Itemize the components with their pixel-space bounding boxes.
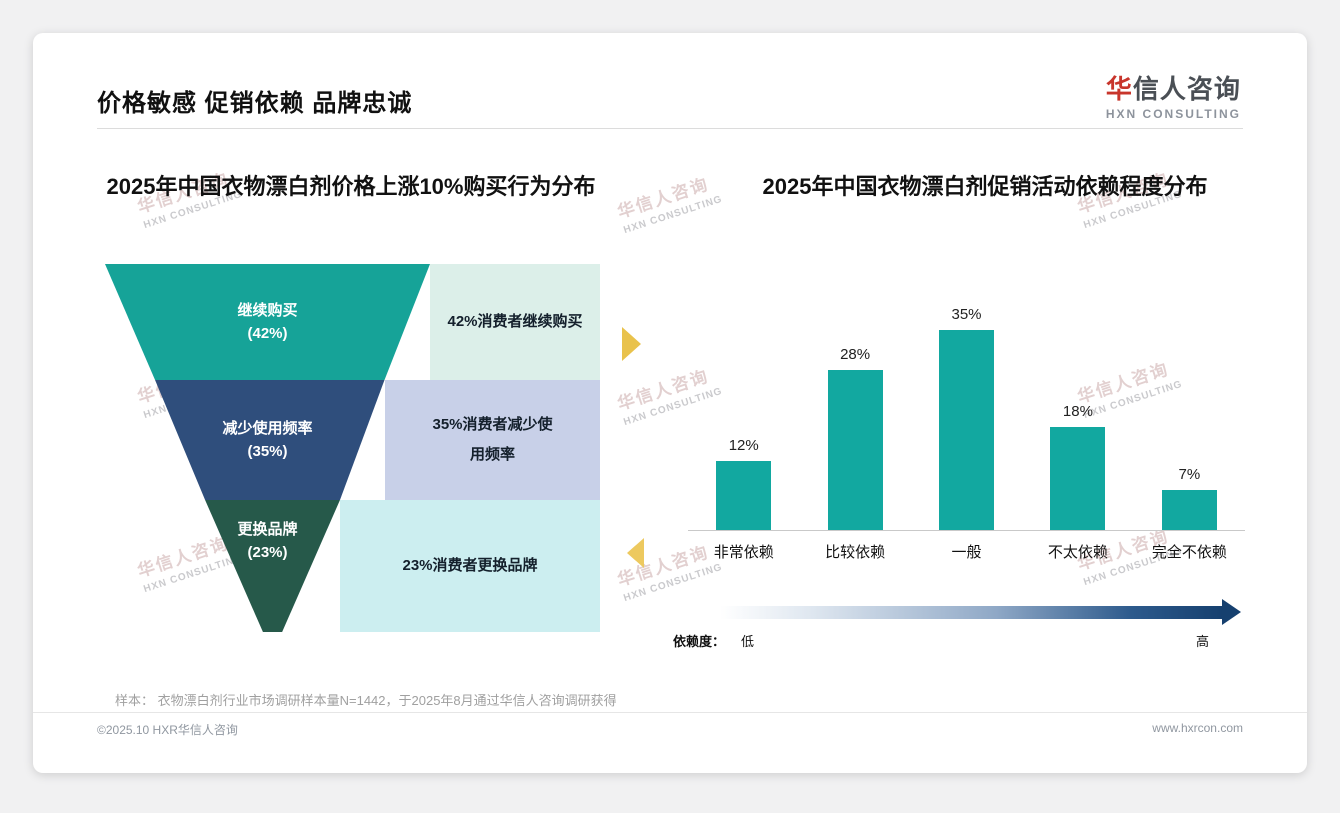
dependency-axis-label: 依赖度： [673,634,726,649]
funnel-stage-pct: (35%) [247,443,288,460]
funnel-annotation-3: 23%消费者更换品牌 [340,500,600,632]
funnel-chart-title: 2025年中国衣物漂白剂价格上涨10%购买行为分布 [106,174,596,199]
dependency-gradient-bar [720,606,1222,619]
header-divider [97,128,1243,129]
category-label: 非常依赖 [713,544,774,561]
logo-cn-rest: 信人咨询 [1132,74,1241,104]
category-labels: 非常依赖 比较依赖 一般 不太依赖 完全不依赖 [688,541,1245,562]
logo-cn-first: 华 [1105,74,1133,104]
dependency-gradient-arrowhead-icon [1222,599,1241,625]
bar-value-label: 12% [728,437,759,454]
bar-group: 12% [688,293,799,530]
category-label: 完全不依赖 [1151,544,1227,561]
funnel-stage-label: 更换品牌 [237,521,298,538]
bar-chart-title: 2025年中国衣物漂白剂促销活动依赖程度分布 [762,174,1208,199]
page-title: 价格敏感 促销依赖 品牌忠诚 [97,90,413,117]
funnel-stage-pct: (42%) [247,325,288,342]
footer-divider [33,712,1307,713]
arrow-left-icon [627,538,644,568]
bar-value-label: 18% [1062,403,1093,420]
slide: 华信人咨询 HXN CONSULTING 华信人咨询 HXN CONSULTING 华信… [33,33,1307,773]
dependency-axis-low: 低 [741,634,755,649]
category-label: 比较依赖 [825,544,886,561]
funnel-stage-label: 继续购买 [237,301,298,319]
logo-en-label: HXN CONSULTING [1105,107,1241,121]
bar-group: 28% [799,293,910,530]
dependency-axis-high: 高 [1196,634,1210,649]
funnel-stage-continue: 继续购买 (42%) [105,264,430,380]
funnel-annotation-2: 35%消费者减少使用频率 [385,380,600,500]
bar [939,330,995,530]
bar-value-label: 7% [1178,466,1201,483]
logo-en-text: HXN CONSULTING [1106,107,1241,121]
bar [1050,427,1106,530]
arrow-right-icon [622,327,641,361]
funnel-stage-reduce: 减少使用频率 (35%) [155,380,385,500]
bar-value-label: 28% [840,346,871,363]
funnel-stage-label: 减少使用频率 [222,419,313,437]
funnel-chart: 继续购买 (42%) 减少使用频率 (35%) 更换品牌 (23%) [105,264,430,632]
bar-group: 7% [1134,293,1245,530]
company-logo: 华信人咨询 HXN CONSULTING [1106,69,1241,121]
category-label: 不太依赖 [1047,544,1108,561]
logo-cn-text: 华信人咨询 [1106,69,1241,106]
bar-chart: 12% 28% 35% 18% 7% [688,293,1245,530]
sample-footnote: 样本： 衣物漂白剂行业市场调研样本量N=1442，于2025年8月通过华信人咨询… [115,693,617,708]
bar-group: 35% [911,293,1022,530]
website-link[interactable]: www.hxrcon.com [1152,721,1243,735]
funnel-annotation-1: 42%消费者继续购买 [430,264,600,380]
funnel-stage-pct: (23%) [247,544,288,562]
bar-value-label: 35% [951,306,982,323]
category-label: 一般 [951,544,982,561]
bar-group: 18% [1022,293,1133,530]
bar [716,461,772,530]
x-axis-line [688,530,1245,531]
bar [827,370,883,530]
bar [1161,490,1217,530]
copyright-text: ©2025.10 HXR华信人咨询 [97,723,238,737]
